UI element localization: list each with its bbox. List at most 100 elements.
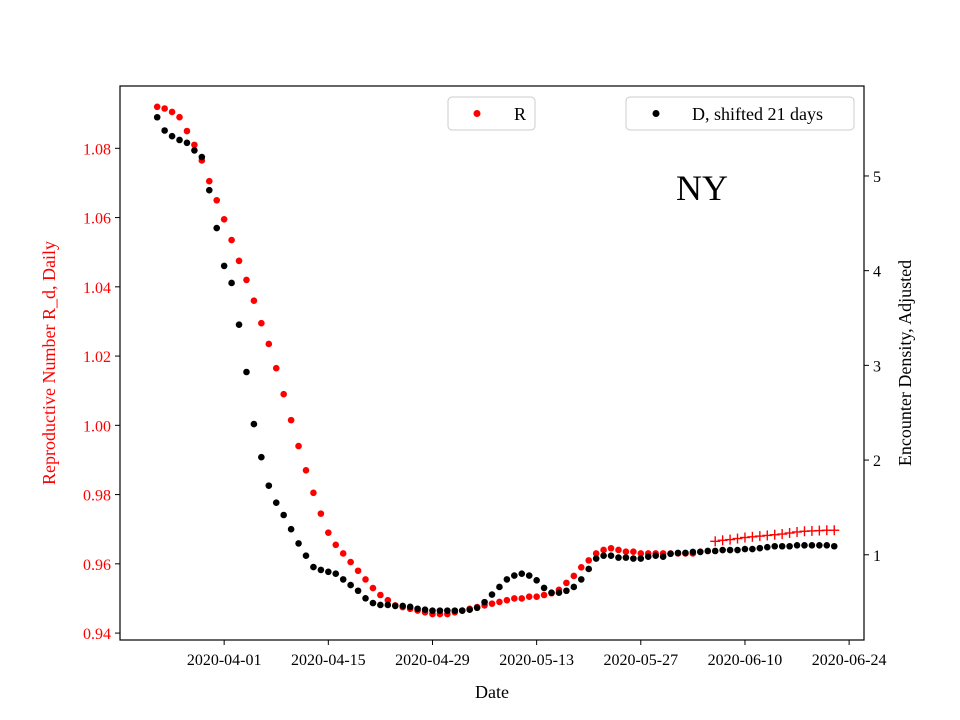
left-y-tick-label: 1.02 xyxy=(83,349,111,366)
point-d-shifted-21-days xyxy=(466,606,473,613)
point-r xyxy=(339,550,347,557)
point-d-shifted-21-days xyxy=(399,602,407,610)
left-y-tick-label: 0.98 xyxy=(83,488,111,505)
point-d-shifted-21-days xyxy=(555,589,563,596)
point-d-shifted-21-days xyxy=(496,583,503,591)
point-r xyxy=(540,591,548,599)
point-d-shifted-21-days xyxy=(711,547,719,555)
point-d-shifted-21-days xyxy=(310,563,317,571)
x-tick-label: 2020-04-29 xyxy=(395,652,470,669)
point-r xyxy=(615,546,622,554)
point-d-shifted-21-days xyxy=(362,595,369,602)
point-d-shifted-21-days xyxy=(600,552,607,560)
legend-r-box xyxy=(447,96,536,131)
point-r xyxy=(533,593,540,601)
point-d-shifted-21-days xyxy=(243,368,250,376)
point-r xyxy=(250,297,258,304)
point-d-shifted-21-days xyxy=(406,603,414,611)
point-d-shifted-21-days xyxy=(704,547,712,555)
point-r xyxy=(176,113,183,121)
point-r xyxy=(525,593,533,601)
point-r xyxy=(258,319,265,327)
x-axis-label: Date xyxy=(475,682,509,702)
point-r xyxy=(272,364,280,372)
right-y-tick-label: 5 xyxy=(873,169,881,186)
legend-d-box xyxy=(625,96,855,131)
point-d-shifted-21-days xyxy=(682,549,689,557)
point-d-shifted-21-days xyxy=(726,546,734,554)
point-d-shifted-21-days xyxy=(488,591,496,598)
point-d-shifted-21-days xyxy=(436,607,444,614)
point-d-shifted-21-days xyxy=(317,566,325,574)
point-d-shifted-21-days xyxy=(481,598,488,606)
point-r xyxy=(220,216,228,223)
point-d-shifted-21-days xyxy=(377,601,384,609)
point-d-shifted-21-days xyxy=(808,541,816,549)
point-d-shifted-21-days xyxy=(637,555,645,562)
left-y-tick-label: 1.00 xyxy=(83,418,111,435)
point-r-projected xyxy=(732,533,743,544)
point-d-shifted-21-days xyxy=(421,606,429,613)
point-d-shifted-21-days xyxy=(235,321,243,328)
point-r xyxy=(243,276,250,284)
point-d-shifted-21-days xyxy=(325,568,332,576)
point-d-shifted-21-days xyxy=(689,548,697,556)
point-r xyxy=(630,548,637,556)
point-d-shifted-21-days xyxy=(339,576,347,583)
point-d-shifted-21-days xyxy=(272,499,280,506)
point-d-shifted-21-days xyxy=(585,565,593,573)
point-r xyxy=(607,544,615,552)
point-d-shifted-21-days xyxy=(652,552,659,560)
point-r xyxy=(280,390,287,398)
point-d-shifted-21-days xyxy=(778,542,786,550)
point-d-shifted-21-days xyxy=(674,549,682,557)
point-r xyxy=(302,467,310,474)
point-d-shifted-21-days xyxy=(414,605,421,613)
point-d-shifted-21-days xyxy=(622,554,630,561)
point-r xyxy=(563,579,570,587)
point-d-shifted-21-days xyxy=(756,544,764,552)
right-y-axis-label: Encounter Density, Adjusted xyxy=(895,260,915,466)
point-d-shifted-21-days xyxy=(213,224,221,232)
point-d-shifted-21-days xyxy=(644,553,652,560)
point-r xyxy=(161,105,168,112)
point-d-shifted-21-days xyxy=(183,139,191,147)
point-r xyxy=(511,595,518,602)
point-r xyxy=(325,529,332,536)
point-d-shifted-21-days xyxy=(228,279,235,287)
point-r xyxy=(362,576,369,583)
point-d-shifted-21-days xyxy=(816,541,823,549)
point-r xyxy=(369,584,377,592)
point-d-shifted-21-days xyxy=(511,572,518,579)
right-y-tick-label: 2 xyxy=(873,453,881,470)
point-r-projected xyxy=(725,534,736,545)
point-d-shifted-21-days xyxy=(771,542,779,550)
point-r xyxy=(265,340,273,348)
right-y-tick-label: 3 xyxy=(873,358,881,375)
legend-d-marker xyxy=(652,110,660,117)
point-d-shifted-21-days xyxy=(458,607,466,614)
x-tick-label: 2020-04-01 xyxy=(187,652,262,669)
point-r xyxy=(183,127,191,135)
point-d-shifted-21-days xyxy=(205,186,213,194)
point-d-shifted-21-days xyxy=(302,552,310,560)
left-y-axis: 0.94 0.96 0.98 1.00 1.02 1.04 1.06 1.08 xyxy=(83,141,120,643)
point-d-shifted-21-days xyxy=(347,581,354,589)
point-d-shifted-21-days xyxy=(659,553,667,560)
point-d-shifted-21-days xyxy=(570,583,578,591)
point-d-shifted-21-days xyxy=(250,420,258,428)
point-d-shifted-21-days xyxy=(577,576,585,583)
point-d-shifted-21-days xyxy=(280,511,287,519)
point-r xyxy=(488,600,496,607)
left-y-tick-label: 0.96 xyxy=(83,557,111,574)
left-y-tick-label: 0.94 xyxy=(83,626,111,643)
point-r xyxy=(577,563,585,571)
right-y-tick-label: 4 xyxy=(873,264,881,281)
legend-r-label: R xyxy=(514,104,526,124)
point-r xyxy=(213,196,221,204)
point-r-projected xyxy=(710,536,721,547)
point-r xyxy=(235,257,243,265)
point-r xyxy=(317,510,325,517)
point-d-shifted-21-days xyxy=(191,147,198,154)
